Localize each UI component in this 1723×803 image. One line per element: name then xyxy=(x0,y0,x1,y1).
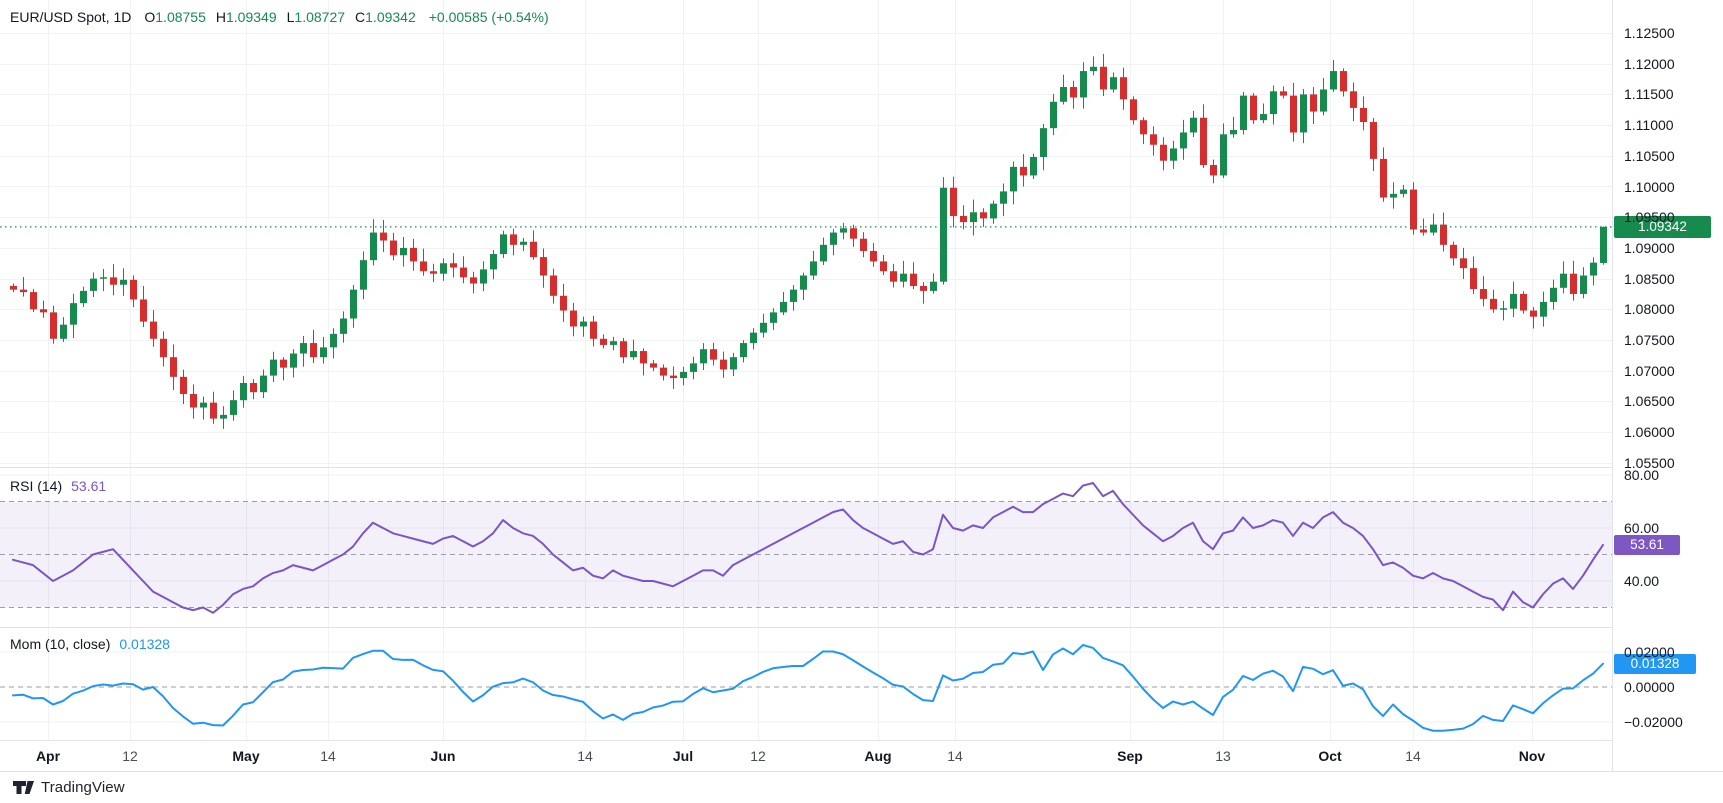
pane-separator[interactable] xyxy=(0,467,1723,468)
pane-separator xyxy=(0,740,1723,741)
price-axis-label: 1.12500 xyxy=(1624,25,1675,41)
price-axis-label: 1.12000 xyxy=(1624,55,1675,72)
price-axis[interactable]: 1.09342 53.61 0.01328 1.12500 1.12000 1.11… xyxy=(1612,0,1723,771)
rsi-axis-label: 40.00 xyxy=(1624,573,1660,589)
time-axis-label: Apr xyxy=(35,748,61,764)
price-axis-label: 1.10000 xyxy=(1624,178,1675,195)
rsi-axis-label: 80.00 xyxy=(1624,467,1660,483)
price-axis-label: 1.07000 xyxy=(1624,362,1675,379)
pane-separator xyxy=(0,771,1723,772)
momentum-value: 0.01328 xyxy=(119,636,170,652)
time-axis-label: Jun xyxy=(430,748,456,764)
time-axis-label: Aug xyxy=(864,748,892,764)
rsi-value: 53.61 xyxy=(71,478,107,494)
momentum-axis-label: 0.00000 xyxy=(1624,679,1675,695)
price-axis-label: 1.08000 xyxy=(1624,301,1675,318)
tradingview-logo-icon[interactable] xyxy=(13,778,34,797)
time-axis-label: Jul xyxy=(672,748,694,764)
time-axis-label: 12 xyxy=(122,748,138,764)
price-axis-label: 1.09000 xyxy=(1624,239,1675,256)
pane-separator[interactable] xyxy=(0,627,1723,628)
attribution-footer: TradingView xyxy=(0,772,1723,803)
rsi-value-badge: 53.61 xyxy=(1614,534,1680,555)
symbol-title[interactable]: EUR/USD Spot, 1D xyxy=(10,9,132,25)
symbol-header: EUR/USD Spot, 1D O1.08755 H1.09349 L1.08… xyxy=(10,9,549,25)
time-axis-label: May xyxy=(232,748,260,764)
price-axis-label: 1.11000 xyxy=(1624,117,1674,134)
time-axis-label: 14 xyxy=(577,748,593,764)
last-price-badge: 1.09342 xyxy=(1614,215,1711,238)
rsi-indicator-label[interactable]: RSI (14) 53.61 xyxy=(10,478,106,494)
chart-plot-area[interactable] xyxy=(0,0,1612,741)
price-axis-label: 1.08500 xyxy=(1624,270,1675,287)
momentum-name: Mom (10, close) xyxy=(10,636,111,652)
price-axis-label: 1.09500 xyxy=(1624,209,1675,226)
time-axis-label: 14 xyxy=(947,748,963,764)
open-value: 1.08755 xyxy=(155,9,206,25)
time-axis-label: Nov xyxy=(1518,748,1546,764)
time-axis-label: 14 xyxy=(1405,748,1421,764)
price-axis-label: 1.06500 xyxy=(1624,393,1675,410)
high-label: H xyxy=(215,9,226,25)
rsi-name: RSI (14) xyxy=(10,478,63,494)
momentum-axis-label: 0.02000 xyxy=(1624,644,1675,660)
ohlc-readout: O1.08755 H1.09349 L1.08727 C1.09342 xyxy=(144,9,415,25)
price-axis-label: 1.10500 xyxy=(1624,147,1675,164)
time-axis-label: Oct xyxy=(1318,748,1342,764)
low-label: L xyxy=(286,9,295,25)
tradingview-brand-text[interactable]: TradingView xyxy=(41,779,125,796)
rsi-axis-label: 60.00 xyxy=(1624,520,1660,536)
price-axis-label: 1.11500 xyxy=(1624,86,1674,103)
time-axis-label: 12 xyxy=(750,748,766,764)
close-value: 1.09342 xyxy=(365,9,416,25)
price-axis-label: 1.06000 xyxy=(1624,424,1675,441)
momentum-axis-label: −0.02000 xyxy=(1624,714,1683,730)
momentum-indicator-label[interactable]: Mom (10, close) 0.01328 xyxy=(10,636,170,652)
time-axis-label: 14 xyxy=(320,748,336,764)
open-label: O xyxy=(144,9,156,25)
time-axis-label: 13 xyxy=(1215,748,1231,764)
price-axis-label: 1.07500 xyxy=(1624,332,1675,348)
time-axis[interactable]: Apr 12 May 14 Jun 14 Jul 12 Aug 14 Sep 13 Oct 14 Nov xyxy=(0,741,1612,771)
close-label: C xyxy=(355,9,366,25)
change-value: +0.00585 (+0.54%) xyxy=(428,9,549,25)
high-value: 1.09349 xyxy=(226,9,277,25)
price-axis-label: 1.05500 xyxy=(1624,454,1675,471)
momentum-value-badge: 0.01328 xyxy=(1614,653,1696,674)
time-axis-label: Sep xyxy=(1117,748,1143,764)
low-value: 1.08727 xyxy=(294,9,346,25)
